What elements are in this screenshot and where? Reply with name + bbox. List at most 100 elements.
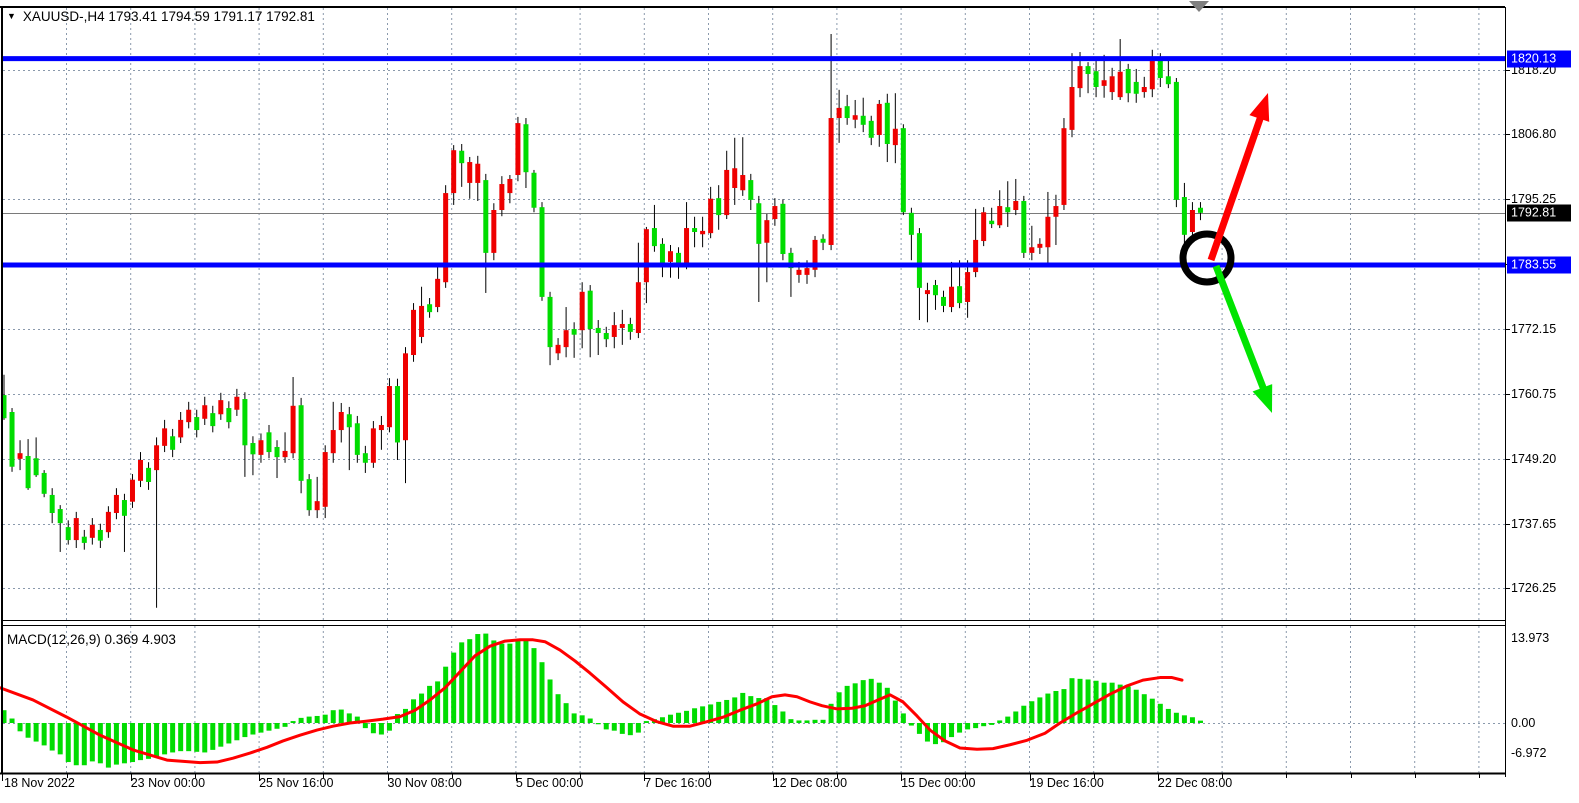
macd-histogram-bar: [957, 723, 963, 733]
macd-histogram-bar: [346, 713, 352, 723]
candle: [218, 400, 224, 415]
macd-histogram-bar: [796, 720, 802, 723]
candle: [820, 238, 826, 243]
candle: [1189, 210, 1195, 233]
candle: [202, 405, 208, 419]
macd-histogram-bar: [908, 723, 914, 726]
candle: [1173, 81, 1179, 200]
candle: [1061, 128, 1067, 205]
candle: [780, 203, 786, 255]
candle: [981, 212, 987, 242]
macd-histogram-bar: [89, 723, 95, 762]
macd-histogram-bar: [97, 723, 103, 764]
macd-histogram-bar: [154, 723, 160, 757]
chart-shift-marker-icon: [1189, 1, 1209, 12]
macd-histogram-bar: [210, 723, 216, 750]
macd-histogram-bar: [965, 723, 971, 730]
macd-histogram-bar: [756, 698, 762, 723]
macd-histogram-bar: [290, 721, 296, 723]
macd-histogram-bar: [692, 708, 698, 723]
macd-histogram-bar: [362, 723, 368, 729]
candle: [603, 333, 609, 340]
candle: [595, 327, 601, 334]
candle: [924, 290, 930, 295]
candle: [25, 456, 31, 489]
candle: [892, 128, 898, 146]
candle: [178, 419, 184, 438]
macd-signal-line: [0, 638, 1184, 765]
candle: [298, 405, 304, 481]
macd-histogram-bar: [162, 723, 168, 755]
macd-histogram-bar: [619, 723, 625, 734]
macd-histogram-bar: [242, 723, 248, 738]
candle: [41, 472, 47, 494]
macd-histogram-bar: [459, 642, 465, 723]
candle: [1029, 247, 1035, 253]
macd-histogram-bar: [884, 687, 890, 723]
candle: [210, 413, 216, 427]
candle: [796, 269, 802, 275]
candle: [1077, 66, 1083, 89]
candle: [491, 210, 497, 253]
candle: [700, 230, 706, 235]
macd-histogram-bar: [820, 719, 826, 723]
macd-histogram-bar: [1101, 682, 1107, 723]
candle: [635, 282, 641, 334]
candle: [274, 446, 280, 458]
candle: [129, 479, 135, 502]
bearish-arrow-annotation-head[interactable]: [1252, 384, 1273, 413]
macd-histogram-bar: [547, 679, 553, 723]
macd-histogram-bar: [780, 711, 786, 723]
macd-histogram-bar: [563, 703, 569, 723]
candle: [1133, 81, 1139, 94]
candle: [844, 106, 850, 119]
candle: [507, 178, 513, 194]
candle: [81, 536, 87, 543]
macd-histogram-bar: [828, 703, 834, 723]
candle: [531, 172, 537, 208]
macd-histogram-bar: [523, 639, 529, 723]
macd-histogram-bar: [595, 723, 601, 725]
highlight-circle-annotation[interactable]: [1179, 230, 1235, 286]
candle: [836, 107, 842, 119]
macd-histogram-bar: [258, 723, 264, 733]
candle: [804, 268, 810, 275]
macd-histogram-bar: [852, 683, 858, 723]
candle: [483, 180, 489, 253]
candle: [1, 395, 7, 419]
macd-histogram-bar: [804, 720, 810, 723]
candle: [523, 124, 529, 173]
candle: [732, 168, 738, 188]
candle: [1157, 59, 1163, 78]
candle: [362, 453, 368, 463]
candle: [932, 285, 938, 296]
macd-histogram-bar: [1165, 708, 1171, 723]
macd-histogram-bar: [708, 704, 714, 723]
macd-histogram-bar: [121, 723, 127, 764]
candle: [571, 329, 577, 335]
macd-histogram-bar: [266, 723, 272, 731]
bearish-arrow-annotation[interactable]: [1212, 264, 1268, 392]
bullish-arrow-annotation-head[interactable]: [1249, 93, 1270, 122]
candle: [370, 428, 376, 463]
candle: [667, 251, 673, 262]
macd-histogram-bar: [1149, 698, 1155, 723]
candle: [1069, 86, 1075, 130]
macd-histogram-bar: [1077, 678, 1083, 723]
candle: [692, 228, 698, 233]
candle: [354, 423, 360, 455]
macd-histogram-bar: [306, 716, 312, 723]
candle: [121, 500, 127, 516]
macd-histogram-bar: [973, 723, 979, 729]
candle: [234, 396, 240, 410]
bullish-arrow-annotation[interactable]: [1207, 114, 1265, 262]
candle: [73, 518, 79, 541]
macd-histogram-bar: [587, 718, 593, 723]
candle: [322, 452, 328, 507]
macd-histogram-bar: [1037, 697, 1043, 723]
candle: [65, 527, 71, 541]
candle: [965, 272, 971, 302]
candle: [282, 450, 288, 458]
